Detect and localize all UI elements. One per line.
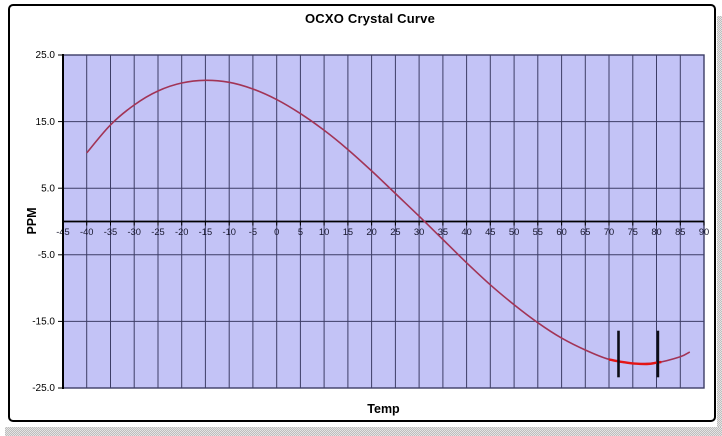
svg-text:90: 90 (699, 227, 709, 237)
svg-text:45: 45 (485, 227, 495, 237)
svg-text:-15.0: -15.0 (32, 317, 55, 328)
svg-text:85: 85 (675, 227, 685, 237)
svg-text:55: 55 (533, 227, 543, 237)
svg-text:-30: -30 (127, 227, 140, 237)
svg-text:0: 0 (274, 227, 279, 237)
svg-text:-25.0: -25.0 (32, 383, 55, 394)
svg-text:-15: -15 (199, 227, 212, 237)
window-shadow-bottom (5, 427, 722, 436)
window-shadow-right (717, 16, 722, 427)
svg-text:20: 20 (366, 227, 376, 237)
chart-title: OCXO Crystal Curve (304, 11, 436, 26)
svg-text:80: 80 (651, 227, 661, 237)
svg-text:-5.0: -5.0 (38, 250, 56, 261)
svg-text:50: 50 (509, 227, 519, 237)
svg-text:30: 30 (414, 227, 424, 237)
svg-text:-5: -5 (249, 227, 257, 237)
svg-text:15.0: 15.0 (36, 117, 56, 128)
svg-text:25: 25 (390, 227, 400, 237)
svg-text:5: 5 (298, 227, 303, 237)
svg-text:5.0: 5.0 (41, 183, 55, 194)
svg-text:35: 35 (438, 227, 448, 237)
svg-text:65: 65 (580, 227, 590, 237)
svg-text:-25: -25 (151, 227, 164, 237)
svg-text:75: 75 (628, 227, 638, 237)
y-axis-title: PPM (25, 207, 39, 235)
x-axis-title: Temp (367, 402, 400, 416)
svg-text:70: 70 (604, 227, 614, 237)
svg-text:40: 40 (461, 227, 471, 237)
svg-text:15: 15 (343, 227, 353, 237)
svg-text:60: 60 (556, 227, 566, 237)
svg-text:-35: -35 (104, 227, 117, 237)
svg-text:-20: -20 (175, 227, 188, 237)
svg-text:-40: -40 (80, 227, 93, 237)
svg-text:10: 10 (319, 227, 329, 237)
svg-text:25.0: 25.0 (36, 50, 56, 61)
svg-text:-10: -10 (222, 227, 235, 237)
